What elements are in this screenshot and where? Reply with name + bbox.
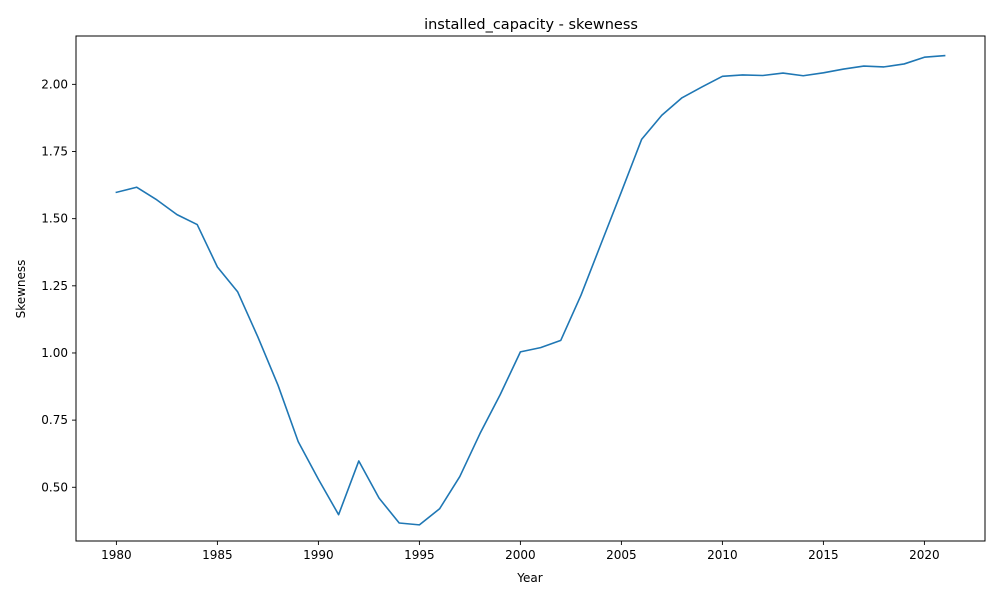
y-tick-label: 0.50 xyxy=(41,480,68,494)
x-tick-label: 1980 xyxy=(101,548,132,562)
x-axis-label: Year xyxy=(516,571,542,585)
y-axis: 0.50 0.75 1.00 1.25 1.50 1.75 2.00 xyxy=(41,77,76,494)
x-tick-label: 2000 xyxy=(505,548,536,562)
x-tick-label: 1990 xyxy=(303,548,334,562)
y-axis-label: Skewness xyxy=(14,260,28,319)
axes-frame xyxy=(75,35,986,542)
y-tick-label: 1.00 xyxy=(41,346,68,360)
y-tick-label: 0.75 xyxy=(41,413,68,427)
y-tick-label: 2.00 xyxy=(41,77,68,91)
y-tick-label: 1.75 xyxy=(41,145,68,159)
y-tick-label: 1.50 xyxy=(41,212,68,226)
x-tick-label: 2005 xyxy=(606,548,637,562)
x-tick-label: 2010 xyxy=(707,548,738,562)
chart-title: installed_capacity - skewness xyxy=(424,17,638,33)
x-tick-label: 1985 xyxy=(202,548,233,562)
series-line xyxy=(115,54,946,526)
y-tick-label: 1.25 xyxy=(41,279,68,293)
x-tick-label: 2015 xyxy=(808,548,839,562)
x-tick-label: 2020 xyxy=(909,548,940,562)
x-axis: 1980 1985 1990 1995 2000 2005 2010 2015 2020 xyxy=(101,541,940,562)
plot-area xyxy=(115,54,946,526)
x-tick-label: 1995 xyxy=(404,548,435,562)
